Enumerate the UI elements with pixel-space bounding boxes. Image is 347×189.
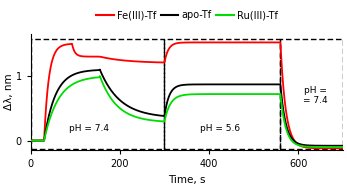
X-axis label: Time, s: Time, s xyxy=(168,175,205,185)
Text: pH = 7.4: pH = 7.4 xyxy=(69,124,109,133)
Y-axis label: Δλ, nm: Δλ, nm xyxy=(4,74,14,110)
Text: pH =
= 7.4: pH = = 7.4 xyxy=(303,86,328,105)
Bar xyxy=(164,39,280,149)
Text: pH = 5.6: pH = 5.6 xyxy=(200,124,240,133)
Bar xyxy=(280,39,343,149)
Legend: Fe(III)-Tf, apo-Tf, Ru(III)-Tf: Fe(III)-Tf, apo-Tf, Ru(III)-Tf xyxy=(92,6,281,24)
Bar xyxy=(31,39,164,149)
